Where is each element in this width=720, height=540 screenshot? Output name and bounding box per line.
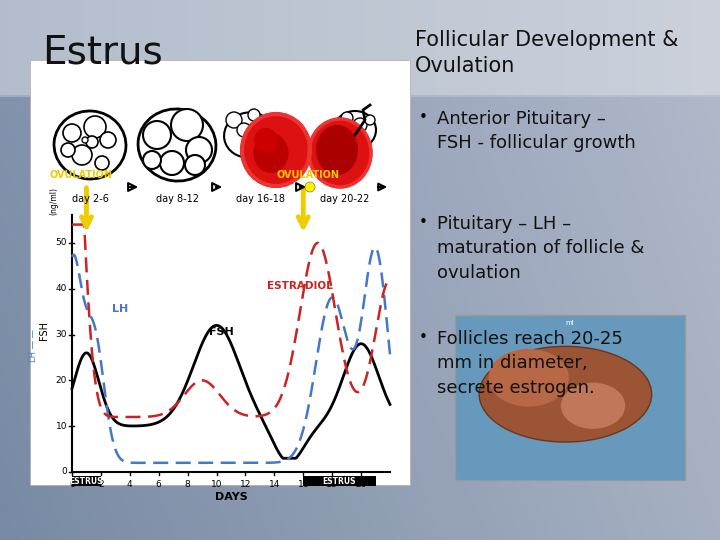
- Circle shape: [63, 124, 81, 142]
- Circle shape: [171, 109, 203, 141]
- Text: 10: 10: [211, 480, 222, 489]
- Text: LH — —: LH — —: [30, 329, 38, 362]
- Text: 0: 0: [61, 468, 67, 476]
- Circle shape: [254, 128, 278, 152]
- Ellipse shape: [224, 112, 274, 158]
- Bar: [303, 476, 376, 486]
- Text: Anterior Pituitary –
FSH - follicular growth: Anterior Pituitary – FSH - follicular gr…: [437, 110, 636, 152]
- Text: ESTRUS: ESTRUS: [70, 476, 103, 485]
- Circle shape: [248, 109, 260, 121]
- Text: 30: 30: [55, 330, 67, 339]
- Text: ml: ml: [566, 320, 575, 326]
- Text: 14: 14: [269, 480, 280, 489]
- Circle shape: [350, 130, 360, 140]
- Text: day 20-22: day 20-22: [320, 194, 369, 204]
- Text: Follicles reach 20-25
mm in diameter,
secrete estrogen.: Follicles reach 20-25 mm in diameter, se…: [437, 330, 623, 396]
- Circle shape: [86, 136, 98, 148]
- Text: 40: 40: [55, 284, 67, 293]
- Ellipse shape: [242, 114, 310, 186]
- Text: 50: 50: [55, 238, 67, 247]
- Text: 6: 6: [156, 480, 161, 489]
- Circle shape: [160, 151, 184, 175]
- Text: FSH: FSH: [39, 321, 49, 341]
- Ellipse shape: [138, 109, 216, 181]
- Text: 2: 2: [98, 480, 104, 489]
- Text: 20: 20: [356, 480, 366, 489]
- Circle shape: [186, 137, 212, 163]
- Ellipse shape: [479, 346, 652, 442]
- Circle shape: [143, 121, 171, 149]
- Ellipse shape: [561, 383, 625, 429]
- Circle shape: [185, 155, 205, 175]
- Text: Estrus: Estrus: [42, 33, 163, 71]
- Text: •: •: [418, 110, 428, 125]
- Text: Pituitary – LH –
maturation of follicle &
ovulation: Pituitary – LH – maturation of follicle …: [437, 215, 644, 281]
- Circle shape: [143, 151, 161, 169]
- Circle shape: [72, 145, 92, 165]
- Text: Follicular Development &
Ovulation: Follicular Development & Ovulation: [415, 30, 678, 76]
- Circle shape: [61, 143, 75, 157]
- Circle shape: [365, 115, 375, 125]
- Text: 10: 10: [55, 422, 67, 431]
- Text: 16: 16: [297, 480, 309, 489]
- Bar: [72, 476, 101, 486]
- Circle shape: [226, 112, 242, 128]
- Text: (ng/ml): (ng/ml): [50, 187, 58, 215]
- Ellipse shape: [253, 133, 289, 173]
- Text: OVULATION: OVULATION: [276, 170, 340, 180]
- Ellipse shape: [488, 349, 569, 407]
- Circle shape: [95, 156, 109, 170]
- Bar: [30, 60, 410, 485]
- Circle shape: [84, 116, 106, 138]
- Text: 18: 18: [326, 480, 338, 489]
- Text: ESTRUS: ESTRUS: [323, 476, 356, 485]
- Circle shape: [100, 132, 116, 148]
- Text: 20: 20: [55, 376, 67, 385]
- Text: OVULATION: OVULATION: [50, 170, 113, 180]
- Text: 0: 0: [69, 480, 75, 489]
- Text: 12: 12: [240, 480, 251, 489]
- Text: day 2-6: day 2-6: [71, 194, 109, 204]
- Text: LH: LH: [112, 303, 129, 314]
- Text: •: •: [418, 330, 428, 345]
- Text: 8: 8: [185, 480, 191, 489]
- Ellipse shape: [309, 119, 371, 187]
- Ellipse shape: [334, 111, 376, 149]
- Bar: [455, 315, 685, 480]
- Text: day 8-12: day 8-12: [156, 194, 199, 204]
- Circle shape: [82, 137, 88, 143]
- Circle shape: [259, 125, 269, 135]
- Circle shape: [237, 123, 251, 137]
- Text: ESTRADIOL: ESTRADIOL: [267, 281, 333, 291]
- Circle shape: [353, 118, 367, 132]
- Text: 4: 4: [127, 480, 132, 489]
- Ellipse shape: [54, 111, 126, 179]
- Ellipse shape: [316, 125, 358, 175]
- Text: day 16-18: day 16-18: [236, 194, 286, 204]
- Text: •: •: [418, 215, 428, 230]
- Text: DAYS: DAYS: [215, 492, 248, 502]
- Circle shape: [341, 112, 353, 124]
- Text: FSH: FSH: [210, 327, 234, 336]
- Circle shape: [305, 182, 315, 192]
